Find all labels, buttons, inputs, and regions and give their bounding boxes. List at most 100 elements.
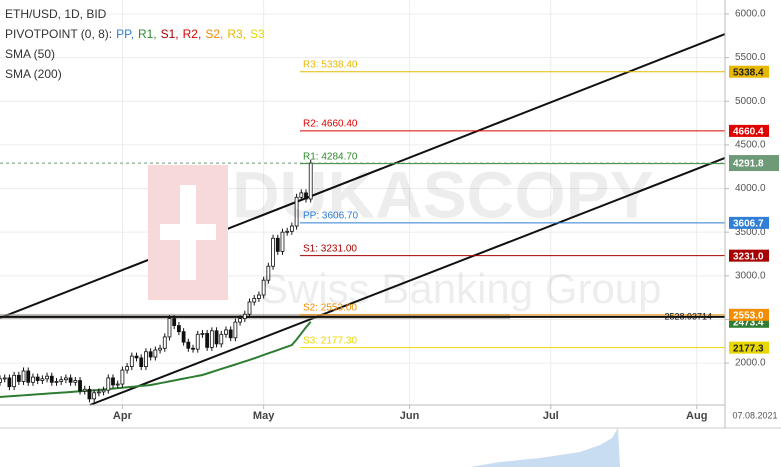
indicator-legend: PIVOTPOINT (0, 8): PP, R1, S1, R2, S2, R3, S3 [5,27,265,41]
candle-body [186,341,191,349]
candle-body [289,225,294,232]
candle-body [106,377,111,391]
price-badge [729,65,769,78]
candle-body [120,369,125,385]
candle-body [129,355,134,367]
price-badge-label: 4660.4 [733,127,764,138]
pivot-label: R1: 4284.70 [303,151,358,162]
candle-body [214,330,219,345]
candle-body [242,313,247,319]
x-tick-label: Aug [686,410,707,422]
pivot-label: R3: 5338.40 [303,59,358,70]
candle-body [172,318,177,326]
candle-body [266,265,271,281]
candle-body [115,383,120,386]
candle-body [224,329,228,335]
price-badge-label: 2177.3 [733,343,764,354]
watermark: DUKASCOPY [232,157,654,231]
candle-body [144,351,148,367]
chart-title: ETH/USD, 1D, BID [5,7,107,21]
pivot-label: PP: 3606.70 [303,211,358,222]
candle-body [59,379,64,382]
price-badge-label: 3231.0 [733,251,764,262]
price-badge-label: 4291.8 [733,159,764,170]
candle-body [275,237,280,252]
candle-body [49,375,54,383]
candle-body [308,162,313,200]
candle-body [304,192,308,200]
price-badge-label: 2553.0 [733,310,764,321]
candle-body [134,355,139,359]
candle-body [40,378,45,381]
y-tick-label: 2000.0 [735,358,766,369]
candle-body [158,347,162,351]
watermark: Swiss Banking Group [260,265,662,312]
candle-body [64,377,68,381]
candle-body [16,374,21,382]
price-badge [729,155,779,172]
x-tick-label: May [253,410,275,422]
legend-entry: S3 [250,27,265,41]
candle-body [31,376,35,383]
candle-body [176,325,181,333]
candle-body [2,377,7,380]
candle-body [78,380,82,392]
candle-body [92,392,97,400]
price-badge [729,249,769,262]
candle-body [21,370,26,382]
x-tick-label: Apr [113,410,133,422]
candle-body [87,388,92,400]
legend-entry: SMA (200) [5,67,62,81]
plot-layer [0,0,726,406]
candle-body [101,389,106,393]
pivot-label: S1: 3231.00 [303,243,357,254]
legend-entry: S1, [161,27,179,41]
candle-body [271,237,275,267]
price-badge [729,216,769,229]
candle-body [238,318,242,323]
candle-body [252,298,257,303]
y-tick-label: 3000.0 [735,270,766,281]
candle-body [233,321,238,339]
candle-body [153,349,158,358]
price-badge [729,341,769,354]
legend-entry: PP, [116,27,134,41]
candle-body [96,391,101,394]
candle-body [35,376,40,381]
legend-entry: R3, [227,27,246,41]
candle-body [200,333,205,335]
candle-body [68,377,73,383]
candle-body [167,318,172,338]
candle-body [26,370,31,383]
candle-body [219,333,224,345]
candle-body [148,351,153,358]
watermark-logo-cross [160,224,216,240]
legend-entry: S2, [205,27,223,41]
candle-body [299,192,304,198]
candle-body [73,380,78,383]
candle-body [181,331,186,343]
candle-body [139,357,144,367]
candle-body [280,231,285,252]
legend-entry: R1, [138,27,157,41]
y-tick-label: 3500.0 [735,227,766,238]
candle-body [0,378,2,383]
trend-line [0,33,726,319]
candle-body [294,196,299,227]
bottom-panel-area [470,428,620,467]
candle-body [111,377,115,386]
y-tick-label: 4500.0 [735,140,766,151]
candle-body [205,333,210,348]
y-tick-label: 5500.0 [735,52,766,63]
sma-line [0,321,312,398]
date-label: 07.08.2021 [732,410,777,420]
indicator-title: PIVOTPOINT (0, 8): [5,27,112,41]
pivot-label: S2: 2553.00 [303,302,357,313]
x-tick-label: Jul [543,410,559,422]
hline-label: 2528.93714 [664,311,712,321]
y-tick-label: 6000.0 [735,9,766,20]
candle-body [285,230,290,233]
y-tick-label: 5000.0 [735,96,766,107]
